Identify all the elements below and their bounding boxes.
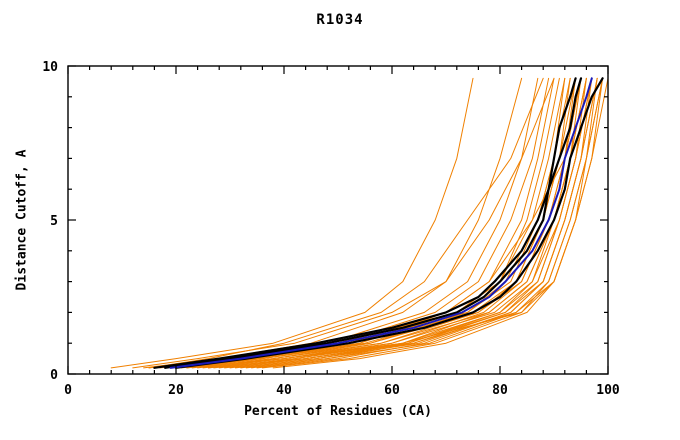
x-tick-label: 40 — [276, 383, 292, 398]
series-line-black-3 — [153, 77, 583, 369]
series-line-orange-28 — [272, 77, 604, 369]
series-line-orange-26 — [148, 77, 544, 369]
y-tick-label: 10 — [42, 60, 58, 75]
x-axis-label: Percent of Residues (CA) — [244, 404, 432, 419]
series-line-orange-05 — [175, 77, 555, 369]
x-tick-label: 80 — [492, 383, 508, 398]
series-line-orange-08 — [159, 77, 566, 369]
series-line-orange-09 — [197, 77, 571, 369]
series-line-black-1 — [164, 77, 577, 369]
series-line-orange-12 — [180, 77, 577, 369]
series-line-orange-03 — [153, 77, 539, 369]
series-line-orange-01 — [110, 77, 474, 369]
chart-title: R1034 — [316, 12, 364, 28]
series-line-orange-07 — [186, 77, 566, 369]
series-line-orange-27 — [132, 77, 555, 369]
x-tick-label: 60 — [384, 383, 400, 398]
series-line-orange-30 — [186, 77, 609, 369]
series-line-blue-1 — [169, 77, 593, 369]
x-tick-label: 0 — [64, 383, 72, 398]
x-tick-label: 100 — [596, 383, 620, 398]
x-tick-label: 20 — [168, 383, 184, 398]
series-line-black-2 — [174, 77, 604, 369]
series-line-orange-22 — [234, 77, 598, 369]
y-tick-label: 0 — [50, 368, 58, 383]
series-line-orange-04 — [164, 77, 550, 369]
y-tick-label: 5 — [50, 214, 58, 229]
